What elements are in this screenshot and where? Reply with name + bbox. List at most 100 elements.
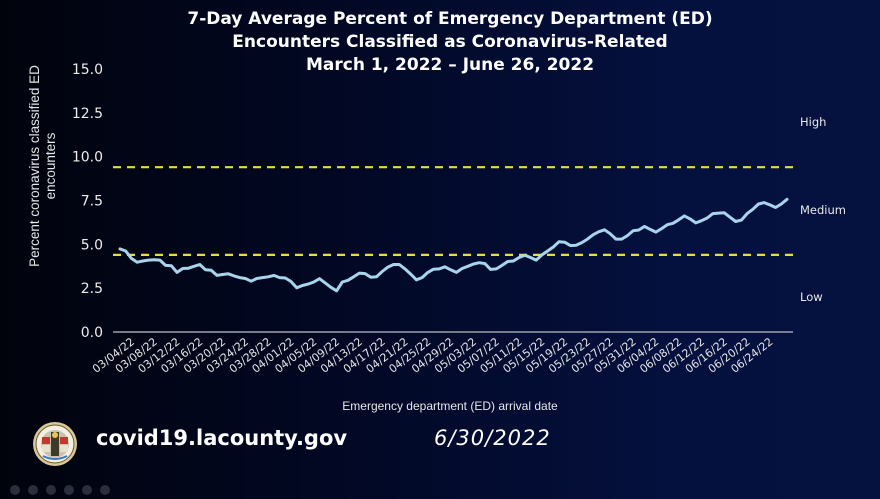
- data-point: [706, 217, 708, 219]
- data-point: [409, 273, 412, 275]
- data-point: [683, 215, 686, 217]
- data-point: [569, 244, 572, 247]
- data-point: [541, 254, 543, 256]
- zone-label-medium: Medium: [800, 203, 846, 217]
- data-point: [666, 223, 669, 226]
- data-point: [609, 233, 612, 235]
- data-point: [655, 231, 657, 233]
- data-point: [273, 274, 275, 277]
- data-point: [352, 276, 355, 278]
- data-point: [324, 282, 327, 284]
- data-point: [364, 272, 366, 275]
- data-point: [124, 250, 127, 252]
- data-point: [729, 216, 731, 218]
- data-point: [307, 283, 309, 285]
- data-point: [381, 270, 384, 273]
- data-point: [335, 290, 338, 292]
- data-point: [278, 276, 281, 279]
- slide-nav-dots[interactable]: [10, 480, 118, 499]
- y-tick-label: 7.5: [81, 194, 103, 210]
- data-point: [404, 268, 406, 270]
- data-point: [552, 246, 555, 248]
- data-point: [615, 238, 617, 240]
- data-point: [392, 263, 395, 266]
- data-point: [638, 229, 640, 231]
- data-point: [558, 240, 560, 243]
- slide-dot[interactable]: [10, 485, 20, 495]
- data-point: [598, 230, 600, 233]
- data-point: [786, 198, 788, 201]
- data-point: [284, 277, 287, 279]
- data-point: [501, 264, 503, 267]
- data-point: [233, 275, 235, 277]
- data-point: [677, 219, 680, 221]
- y-tick-label: 15.0: [72, 62, 103, 78]
- data-point: [387, 266, 389, 268]
- data-point: [780, 203, 783, 205]
- data-point: [712, 212, 714, 215]
- series-line: [118, 197, 789, 293]
- data-point: [427, 271, 429, 274]
- data-point: [524, 254, 526, 256]
- data-point: [649, 228, 651, 231]
- data-point: [193, 265, 195, 268]
- data-point: [489, 268, 492, 271]
- slide-dot[interactable]: [46, 485, 56, 495]
- x-axis-ticks: 03/04/2203/08/2203/12/2203/16/2203/20/22…: [90, 335, 775, 376]
- data-point: [204, 269, 207, 271]
- data-point: [506, 260, 509, 263]
- data-point: [695, 222, 697, 224]
- data-point: [660, 227, 663, 230]
- footer-website[interactable]: covid19.lacounty.gov: [96, 426, 348, 450]
- y-axis-label: Percent coronavirus classified ED encoun…: [27, 65, 58, 267]
- data-point: [216, 274, 218, 277]
- zone-label-high: High: [800, 115, 827, 129]
- data-point: [752, 208, 754, 211]
- threshold-lines: [113, 166, 793, 256]
- data-point: [672, 222, 674, 225]
- data-point: [546, 250, 549, 252]
- data-point: [746, 212, 748, 215]
- y-tick-label: 5.0: [81, 237, 103, 253]
- data-point: [449, 269, 452, 271]
- data-point: [341, 281, 344, 283]
- data-point: [467, 265, 469, 268]
- data-point: [221, 273, 224, 276]
- data-point: [626, 234, 629, 237]
- data-point: [723, 212, 726, 214]
- data-point: [421, 276, 423, 279]
- data-point: [769, 204, 771, 206]
- data-point: [164, 264, 167, 267]
- data-point: [255, 277, 258, 280]
- data-point: [301, 284, 304, 287]
- data-point: [159, 259, 161, 261]
- footer-date: 6/30/2022: [434, 426, 551, 450]
- slide-dot[interactable]: [28, 485, 38, 495]
- data-point: [358, 272, 361, 274]
- y-tick-label: 0.0: [81, 325, 103, 341]
- data-point: [370, 276, 372, 279]
- data-point: [581, 241, 583, 244]
- data-point: [512, 260, 515, 262]
- data-point: [290, 280, 292, 283]
- data-point: [187, 267, 190, 270]
- line-chart: 0.0 2.5 5.0 7.5 10.0 12.5 15.0 03/04/2203/08/2…: [72, 62, 793, 376]
- data-point: [181, 267, 184, 270]
- data-point: [757, 203, 760, 205]
- data-point: [398, 263, 401, 266]
- data-point: [170, 264, 173, 267]
- y-axis-ticks: 0.0 2.5 5.0 7.5 10.0 12.5 15.0: [72, 62, 103, 341]
- data-point: [455, 271, 458, 274]
- data-point: [495, 268, 498, 270]
- data-point: [632, 229, 634, 232]
- data-point: [432, 268, 435, 271]
- data-point: [472, 263, 475, 265]
- chart-title-line-1: 7-Day Average Percent of Emergency Depar…: [187, 9, 713, 29]
- slide-dot[interactable]: [64, 485, 74, 495]
- data-point: [689, 218, 691, 220]
- slide-dot[interactable]: [82, 485, 92, 495]
- slide-dot[interactable]: [100, 485, 110, 495]
- data-point: [518, 256, 520, 259]
- data-point: [227, 273, 230, 275]
- data-point: [142, 260, 144, 262]
